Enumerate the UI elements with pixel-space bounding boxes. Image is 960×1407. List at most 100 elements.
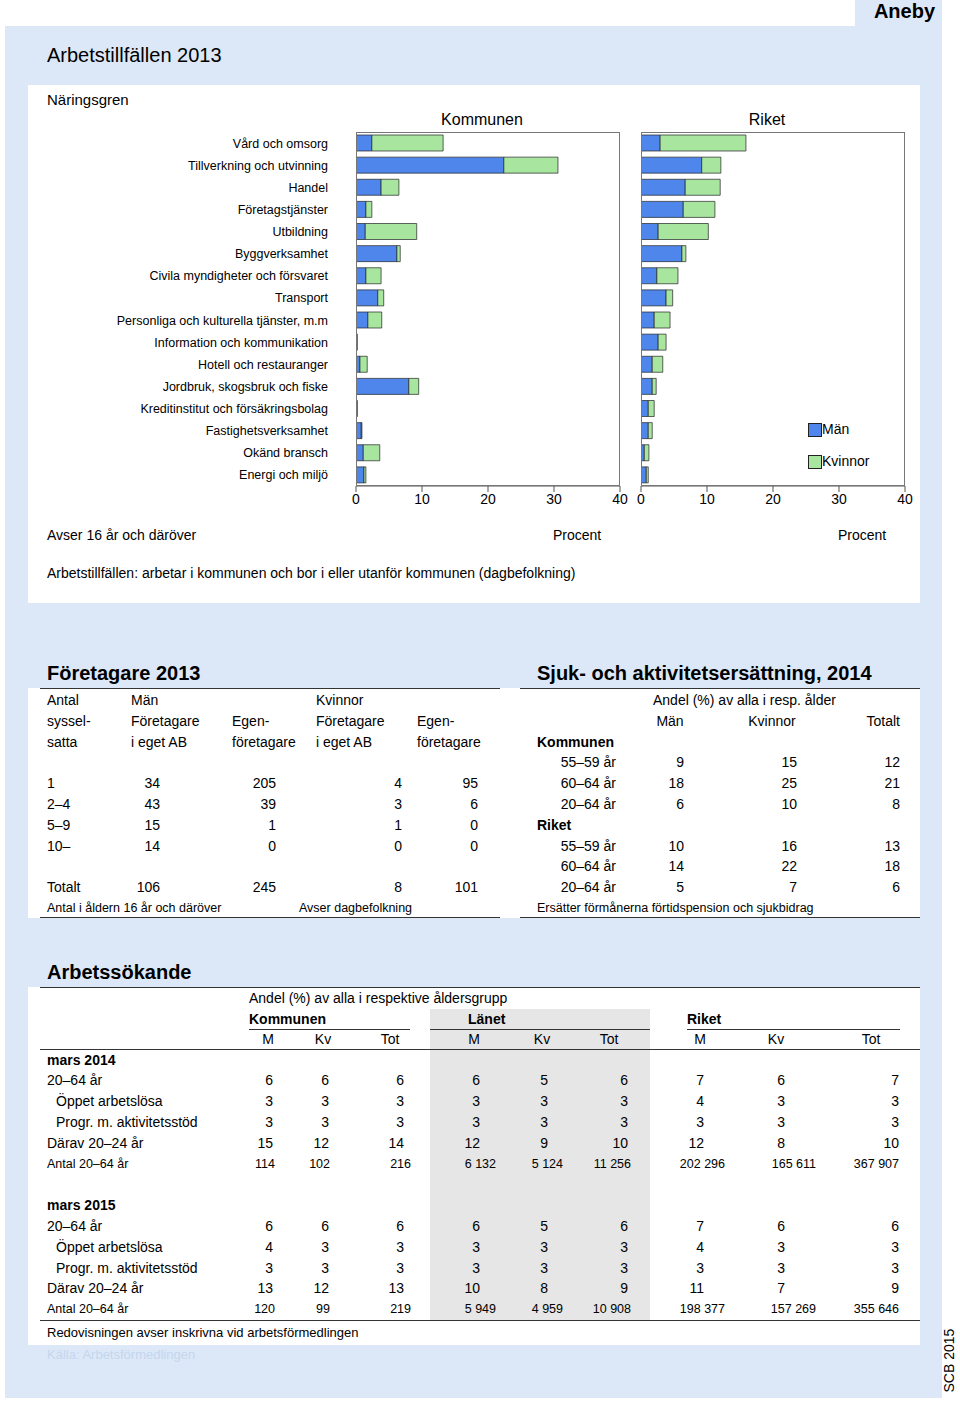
html-text:Tot: Tot: [380, 1030, 400, 1047]
html-text:Företagare: Företagare: [131, 712, 200, 729]
svg-text:20: 20: [480, 491, 496, 507]
html-text:Tot: Tot: [861, 1030, 881, 1047]
html-text:95: 95: [462, 774, 478, 791]
html-text:Riket: Riket: [687, 1010, 722, 1027]
html-text:företagare: företagare: [232, 733, 296, 750]
html-text:i eget AB: i eget AB: [316, 733, 372, 750]
html-text:mars 2014: mars 2014: [47, 1051, 116, 1068]
html-text:5–9: 5–9: [47, 816, 71, 833]
html-text:Män: Män: [656, 712, 684, 729]
html-text:Totalt: Totalt: [47, 878, 81, 895]
svg-text:40: 40: [612, 491, 628, 507]
html-text:Företagare: Företagare: [316, 712, 385, 729]
svg-text:Utbildning: Utbildning: [272, 225, 328, 239]
html-text:Kvinnor: Kvinnor: [748, 712, 796, 729]
html-text:Sjuk- och aktivitetsersättning: Sjuk- och aktivitetsersättning, 2014: [537, 662, 872, 684]
html-text:Länet: Länet: [468, 1010, 506, 1027]
html-text:Avser 16 år och däröver: Avser 16 år och däröver: [47, 526, 197, 543]
html-text:Kv: Kv: [314, 1030, 332, 1047]
html-text:18: 18: [668, 775, 684, 792]
html-text:Kv: Kv: [767, 1030, 785, 1047]
svg-text:Information och kommunikation: Information och kommunikation: [154, 336, 328, 350]
svg-text:Vård och omsorg: Vård och omsorg: [233, 137, 328, 151]
html-text:Män: Män: [131, 691, 159, 708]
html-text:15: 15: [781, 754, 797, 771]
svg-text:30: 30: [831, 491, 847, 507]
html-text:Män: Män: [822, 420, 850, 437]
html-text:10–: 10–: [47, 837, 71, 854]
svg-text:Byggverksamhet: Byggverksamhet: [235, 247, 329, 261]
html-text:Procent: Procent: [837, 526, 887, 543]
svg-text:Tillverkning och utvinning: Tillverkning och utvinning: [188, 159, 328, 173]
html-text:60–64 år: 60–64 år: [560, 775, 616, 792]
svg-text:30: 30: [546, 491, 562, 507]
html-text:20–64 år: 20–64 år: [560, 879, 616, 896]
html-text:55–59 år: 55–59 år: [560, 837, 616, 854]
html-text:101: 101: [454, 878, 478, 895]
html-text:Öppet arbetslösa: Öppet arbetslösa: [56, 1238, 163, 1255]
html-text:Arbetstillfällen 2013: Arbetstillfällen 2013: [47, 44, 222, 66]
html-text:SCB 2015: SCB 2015: [940, 1328, 957, 1393]
html-text:Riket: Riket: [748, 111, 786, 129]
svg-text:Energi och miljö: Energi och miljö: [239, 468, 328, 482]
svg-text:Personliga och kulturella tjän: Personliga och kulturella tjänster, m.m: [117, 314, 328, 328]
svg-text:0: 0: [352, 491, 360, 507]
html-text:106: 106: [136, 878, 160, 895]
html-text:Näringsgren: Näringsgren: [47, 91, 129, 108]
html-text:Arbetssökande: Arbetssökande: [47, 961, 192, 983]
svg-text:Företagstjänster: Företagstjänster: [238, 203, 328, 217]
html-text:Antal: Antal: [47, 691, 79, 708]
html-text:245: 245: [252, 878, 276, 895]
svg-text:Okänd bransch: Okänd bransch: [243, 446, 328, 460]
html-text:Progr. m. aktivitetsstöd: Progr. m. aktivitetsstöd: [56, 1259, 198, 1276]
html-text:satta: satta: [47, 733, 78, 750]
svg-text:10: 10: [414, 491, 430, 507]
html-text:34: 34: [144, 774, 160, 791]
svg-text:Jordbruk, skogsbruk och fiske: Jordbruk, skogsbruk och fiske: [163, 380, 328, 394]
html-text:Tot: Tot: [599, 1030, 619, 1047]
html-text:Öppet arbetslösa: Öppet arbetslösa: [56, 1093, 163, 1110]
html-text:Arbetstillfällen: arbetar i ko: Arbetstillfällen: arbetar i kommunen och…: [47, 564, 576, 581]
html-text:Egen-: Egen-: [417, 712, 455, 729]
svg-text:Kreditinstitut och försäkrings: Kreditinstitut och försäkringsbolag: [140, 402, 328, 416]
html-text:Därav 20–24 år: Därav 20–24 år: [47, 1134, 144, 1151]
html-text:Kommunen: Kommunen: [249, 1010, 326, 1027]
html-text:Kommunen: Kommunen: [441, 111, 523, 129]
svg-text:Fastighetsverksamhet: Fastighetsverksamhet: [206, 424, 329, 438]
html-text:Kvinnor: Kvinnor: [822, 452, 870, 469]
html-text:14: 14: [144, 837, 160, 854]
html-text:205: 205: [252, 774, 276, 791]
html-text:syssel-: syssel-: [47, 712, 91, 729]
html-text:i eget AB: i eget AB: [131, 733, 187, 750]
html-text:Företagare 2013: Företagare 2013: [47, 662, 201, 684]
html-text:Kvinnor: Kvinnor: [316, 691, 364, 708]
html-text:Procent: Procent: [552, 526, 602, 543]
html-text:Kv: Kv: [533, 1030, 551, 1047]
svg-text:Transport: Transport: [275, 291, 329, 305]
html-text:mars 2015: mars 2015: [47, 1197, 116, 1214]
svg-text:Hotell och restauranger: Hotell och restauranger: [198, 358, 328, 372]
svg-text:20: 20: [765, 491, 781, 507]
html-text:Andel (%) av alla i respektive: Andel (%) av alla i respektive åldersgru…: [249, 989, 508, 1006]
html-text:Egen-: Egen-: [232, 712, 270, 729]
html-text:företagare: företagare: [417, 733, 481, 750]
html-text:60–64 år: 60–64 år: [560, 858, 616, 875]
html-text:Totalt: Totalt: [866, 712, 900, 729]
svg-text:0: 0: [637, 491, 645, 507]
svg-text:Handel: Handel: [288, 181, 328, 195]
html-text:55–59 år: 55–59 år: [560, 754, 616, 771]
html-text:39: 39: [260, 795, 276, 812]
svg-text:10: 10: [699, 491, 715, 507]
html-text:43: 43: [144, 795, 160, 812]
html-text:20–64 år: 20–64 år: [47, 1072, 103, 1089]
html-text:Kommunen: Kommunen: [537, 733, 614, 750]
html-text:15: 15: [144, 816, 160, 833]
html-text:Aneby: Aneby: [873, 0, 935, 22]
html-text:12: 12: [884, 754, 900, 771]
html-text:Andel (%) av alla i resp. ålde: Andel (%) av alla i resp. ålder: [653, 691, 836, 708]
html-text:2–4: 2–4: [47, 795, 71, 812]
svg-text:40: 40: [897, 491, 913, 507]
svg-text:Civila myndigheter och försvar: Civila myndigheter och försvaret: [149, 269, 328, 283]
html-text:Riket: Riket: [537, 816, 572, 833]
html-text:Därav 20–24 år: Därav 20–24 år: [47, 1280, 144, 1297]
